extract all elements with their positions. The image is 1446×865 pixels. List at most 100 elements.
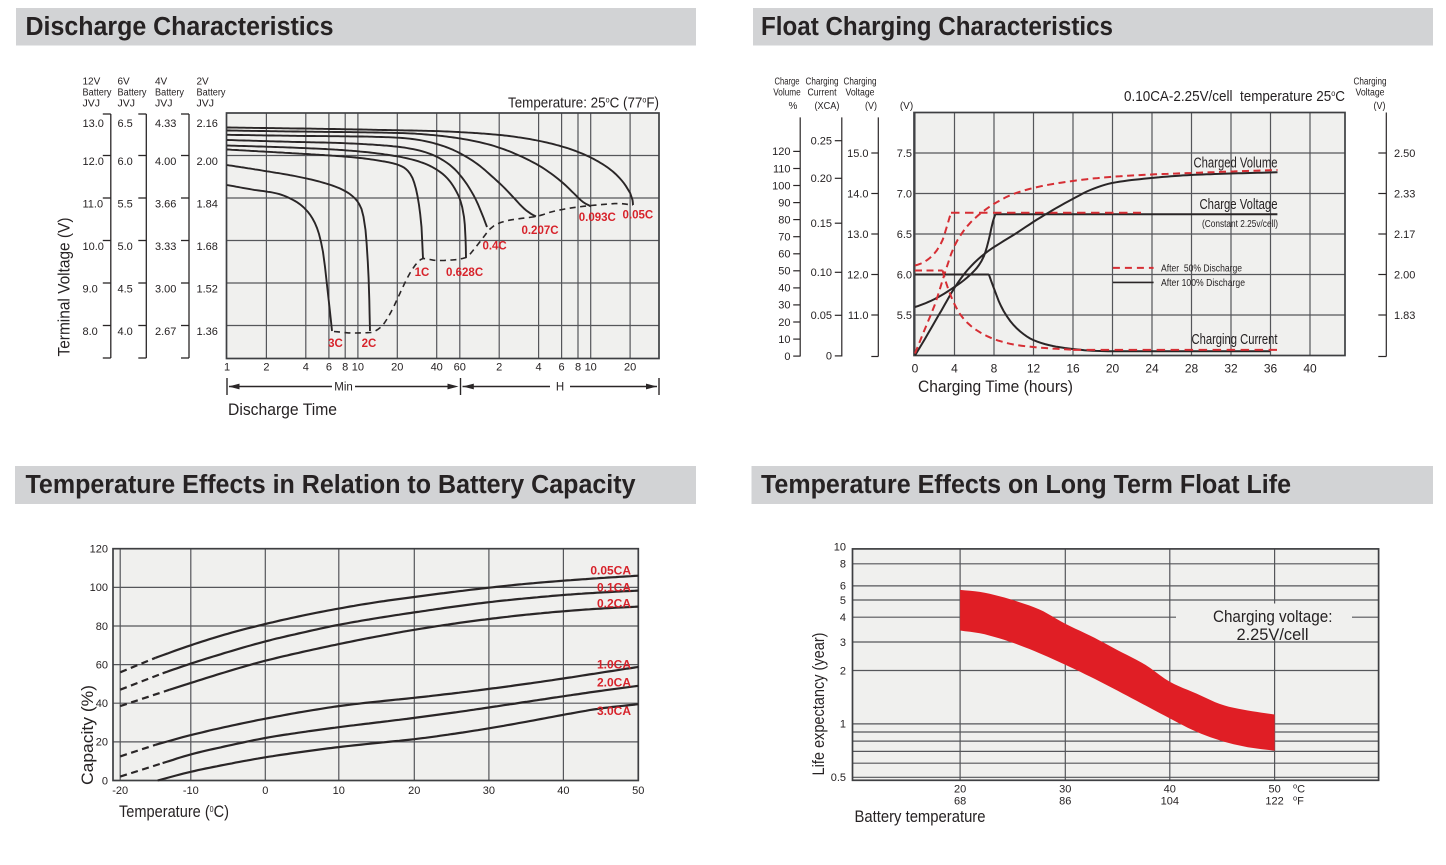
svg-text:Temperature: 25oC (77oF): Temperature: 25oC (77oF) <box>508 95 659 112</box>
svg-text:JVJ: JVJ <box>83 99 101 110</box>
svg-text:0.15: 0.15 <box>811 218 832 230</box>
svg-text:-10: -10 <box>183 785 199 797</box>
svg-text:Charge: Charge <box>775 77 800 88</box>
svg-text:2: 2 <box>840 665 846 677</box>
svg-text:6.5: 6.5 <box>897 229 912 241</box>
svg-text:Discharge Characteristics: Discharge Characteristics <box>26 13 334 41</box>
svg-text:10: 10 <box>834 541 846 553</box>
svg-text:1.84: 1.84 <box>197 198 218 210</box>
svg-text:8: 8 <box>840 559 846 571</box>
svg-text:122: 122 <box>1265 796 1283 808</box>
svg-text:Float Charging Characteristics: Float Charging Characteristics <box>761 13 1113 41</box>
svg-text:6.0: 6.0 <box>897 269 912 281</box>
svg-text:8: 8 <box>991 362 998 376</box>
svg-text:(Constant 2.25v/cell): (Constant 2.25v/cell) <box>1202 218 1278 230</box>
svg-text:68: 68 <box>954 796 966 808</box>
svg-text:7.5: 7.5 <box>897 148 912 160</box>
svg-text:Charging: Charging <box>844 77 877 88</box>
svg-text:oF: oF <box>1293 794 1304 808</box>
svg-text:20: 20 <box>391 362 403 374</box>
svg-text:Charging: Charging <box>806 77 839 88</box>
svg-text:104: 104 <box>1161 796 1179 808</box>
svg-text:0.25: 0.25 <box>811 136 832 148</box>
svg-text:12V: 12V <box>83 77 101 88</box>
svg-text:Min: Min <box>334 382 353 394</box>
svg-text:40: 40 <box>96 698 108 710</box>
svg-text:0.1CA: 0.1CA <box>597 581 631 595</box>
svg-text:0.093C: 0.093C <box>579 212 616 224</box>
svg-text:50: 50 <box>778 266 790 278</box>
svg-text:2.00: 2.00 <box>197 156 218 168</box>
svg-text:2C: 2C <box>362 338 377 350</box>
svg-text:Voltage: Voltage <box>846 88 875 99</box>
svg-text:6.5: 6.5 <box>118 118 133 130</box>
svg-text:30: 30 <box>778 300 790 312</box>
svg-text:2: 2 <box>496 362 502 374</box>
svg-text:Battery: Battery <box>83 88 112 99</box>
svg-text:40: 40 <box>1164 784 1176 796</box>
svg-text:28: 28 <box>1185 362 1199 376</box>
svg-text:10: 10 <box>585 362 597 374</box>
svg-text:2.67: 2.67 <box>155 326 176 338</box>
svg-text:20: 20 <box>954 784 966 796</box>
svg-text:0: 0 <box>826 351 832 363</box>
svg-text:5.5: 5.5 <box>897 310 912 322</box>
svg-text:0.628C: 0.628C <box>446 267 483 279</box>
svg-text:1: 1 <box>840 719 846 731</box>
svg-text:30: 30 <box>1059 784 1071 796</box>
svg-text:9.0: 9.0 <box>83 283 98 295</box>
svg-text:36: 36 <box>1264 362 1278 376</box>
svg-text:5: 5 <box>840 595 846 607</box>
svg-text:8.0: 8.0 <box>83 326 98 338</box>
svg-text:12: 12 <box>1027 362 1041 376</box>
svg-text:2.00: 2.00 <box>1394 269 1415 281</box>
svg-text:1: 1 <box>224 362 230 374</box>
svg-text:11.0: 11.0 <box>83 198 104 210</box>
svg-text:24: 24 <box>1145 362 1159 376</box>
svg-text:4.33: 4.33 <box>155 118 176 130</box>
svg-text:4: 4 <box>951 362 958 376</box>
svg-text:3: 3 <box>840 637 846 649</box>
svg-text:6: 6 <box>326 362 332 374</box>
svg-text:3.66: 3.66 <box>155 198 176 210</box>
svg-text:32: 32 <box>1224 362 1238 376</box>
svg-text:Charging Time (hours): Charging Time (hours) <box>918 378 1073 396</box>
svg-text:Battery: Battery <box>118 88 147 99</box>
svg-text:4: 4 <box>536 362 542 374</box>
svg-text:0.5: 0.5 <box>831 772 846 784</box>
svg-text:2.16: 2.16 <box>197 118 218 130</box>
svg-text:2.17: 2.17 <box>1394 229 1415 241</box>
svg-text:6V: 6V <box>118 77 131 88</box>
svg-text:2: 2 <box>263 362 269 374</box>
svg-text:(V): (V) <box>865 101 877 112</box>
svg-text:Charged Volume: Charged Volume <box>1194 154 1278 171</box>
svg-text:Charge Voltage: Charge Voltage <box>1200 196 1278 213</box>
svg-text:0: 0 <box>262 785 268 797</box>
svg-text:80: 80 <box>778 214 790 226</box>
svg-text:4.00: 4.00 <box>155 156 176 168</box>
svg-text:0.05: 0.05 <box>811 310 832 322</box>
svg-text:1.68: 1.68 <box>197 241 218 253</box>
svg-text:5.5: 5.5 <box>118 198 133 210</box>
svg-text:120: 120 <box>90 544 108 556</box>
svg-text:6: 6 <box>840 581 846 593</box>
svg-text:40: 40 <box>1303 362 1317 376</box>
svg-text:2.25V/cell: 2.25V/cell <box>1237 625 1309 644</box>
svg-text:40: 40 <box>557 785 569 797</box>
svg-text:H: H <box>556 382 564 394</box>
svg-text:120: 120 <box>772 146 790 158</box>
svg-text:Discharge Time: Discharge Time <box>228 401 337 419</box>
svg-text:3.33: 3.33 <box>155 241 176 253</box>
svg-text:90: 90 <box>778 197 790 209</box>
svg-text:Charging: Charging <box>1354 77 1387 88</box>
svg-text:40: 40 <box>431 362 443 374</box>
svg-text:15.0: 15.0 <box>847 148 868 160</box>
svg-text:8: 8 <box>342 362 348 374</box>
svg-text:1.0CA: 1.0CA <box>597 657 631 671</box>
svg-text:50: 50 <box>1268 784 1280 796</box>
svg-text:Temperature Effects on Long Te: Temperature Effects on Long Term Float L… <box>761 471 1291 499</box>
svg-text:60: 60 <box>96 659 108 671</box>
svg-text:0.20: 0.20 <box>811 173 832 185</box>
svg-text:Battery: Battery <box>197 88 226 99</box>
svg-text:110: 110 <box>773 163 791 175</box>
